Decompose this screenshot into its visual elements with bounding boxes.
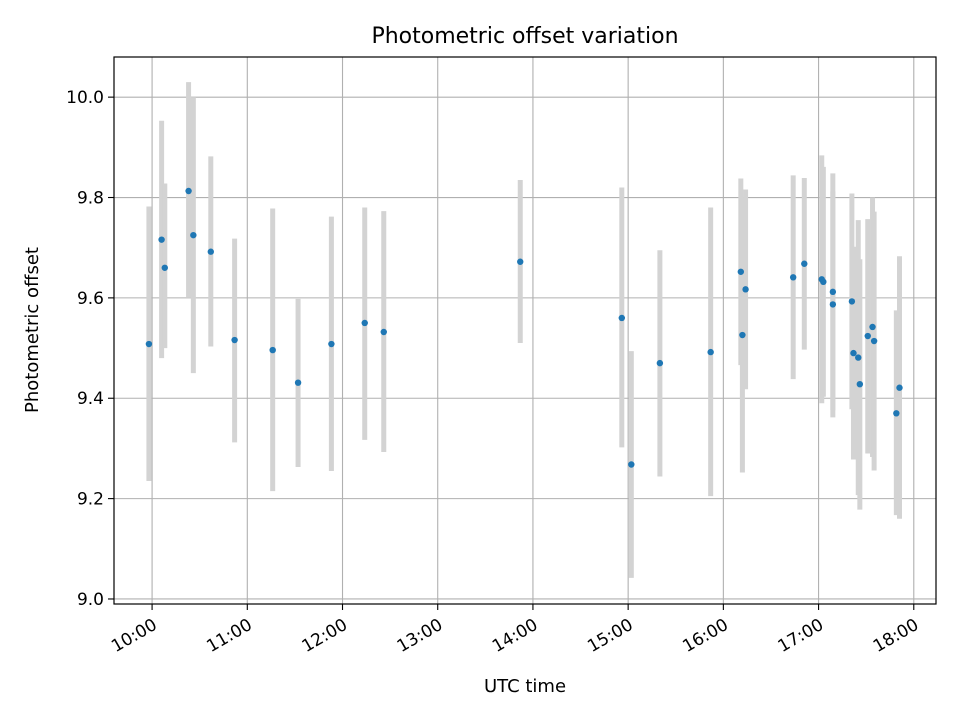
- data-point: [328, 340, 335, 348]
- y-tick-label: 9.2: [77, 490, 104, 510]
- y-tick-label: 9.8: [77, 189, 104, 209]
- data-point: [820, 278, 827, 286]
- data-point: [207, 248, 214, 255]
- y-tick-label: 10.0: [66, 88, 104, 108]
- data-point: [893, 410, 900, 417]
- data-point: [850, 349, 857, 357]
- data-point: [896, 384, 903, 391]
- y-tick-label: 9.4: [77, 389, 104, 409]
- points: [145, 187, 903, 468]
- data-point: [742, 286, 749, 293]
- data-point: [618, 314, 625, 322]
- grid: [114, 57, 936, 604]
- data-point: [789, 274, 797, 281]
- data-point: [864, 332, 871, 340]
- data-point: [190, 231, 197, 239]
- data-point: [801, 260, 808, 267]
- data-point: [231, 336, 238, 344]
- data-point: [517, 258, 524, 265]
- plot-frame: [113, 56, 937, 605]
- y-axis-label: Photometric offset: [22, 247, 43, 413]
- data-point: [628, 461, 635, 468]
- data-point: [380, 328, 387, 336]
- x-axis-label: UTC time: [484, 676, 566, 697]
- data-point: [829, 288, 837, 296]
- data-point: [185, 187, 192, 195]
- data-point: [294, 379, 302, 386]
- y-axis-ticks: 9.0 9.2 9.4 9.6 9.8 10.0: [66, 88, 114, 610]
- data-point: [707, 348, 714, 356]
- data-point: [848, 298, 856, 305]
- chart-title: Photometric offset variation: [371, 24, 678, 49]
- data-point: [870, 337, 878, 345]
- data-point: [739, 331, 746, 339]
- data-point: [737, 268, 745, 275]
- data-point: [269, 346, 276, 354]
- data-point: [829, 301, 837, 308]
- data-point: [855, 354, 862, 361]
- y-tick-label: 9.6: [77, 289, 104, 309]
- data-point: [145, 340, 153, 348]
- data-point: [161, 264, 168, 271]
- data-point: [158, 236, 165, 243]
- data-point: [856, 380, 864, 388]
- y-tick-label: 9.0: [77, 590, 104, 610]
- data-point: [869, 323, 876, 331]
- data-point: [361, 319, 368, 327]
- data-point: [656, 359, 664, 367]
